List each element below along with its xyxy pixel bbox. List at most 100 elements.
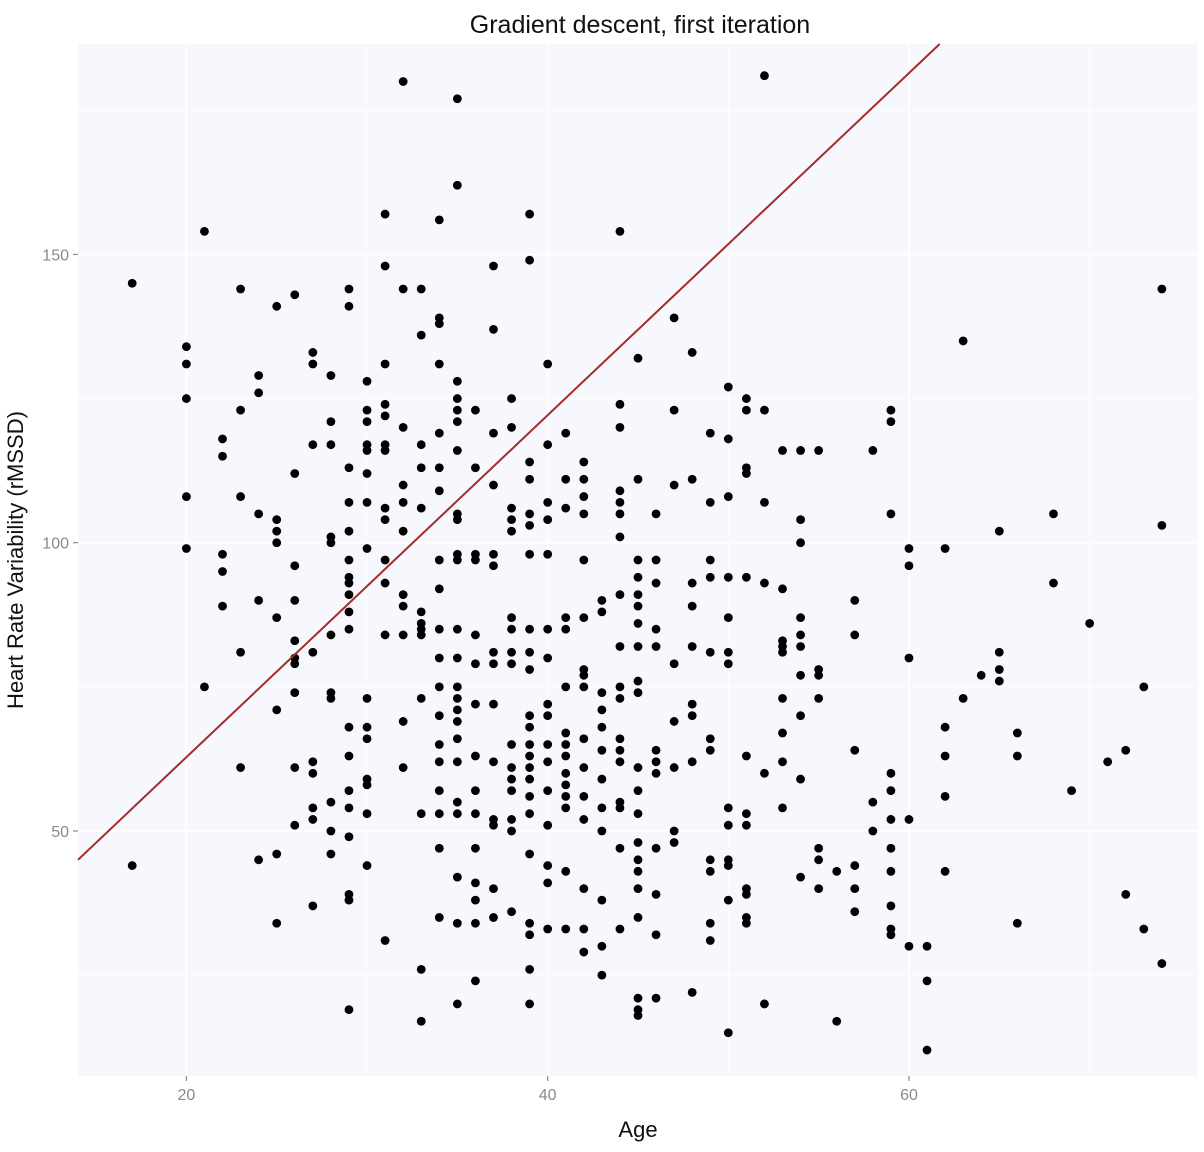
data-point [362,693,372,703]
data-point [380,261,390,271]
data-point [525,255,535,265]
data-point [398,763,408,772]
data-point [416,284,426,294]
data-point [236,492,245,501]
data-point [434,913,444,922]
x-tick-label: 20 [177,1087,195,1104]
data-point [254,371,264,380]
data-point [778,757,787,767]
data-point [362,861,372,870]
data-point [579,884,589,894]
data-point [525,849,535,859]
data-point [525,999,535,1009]
data-point [507,515,516,525]
data-point [633,676,643,686]
data-point [651,757,661,767]
data-point [1139,924,1149,934]
data-point [525,751,535,761]
data-point [723,647,733,657]
data-point [687,757,697,767]
data-point [922,976,932,986]
data-point [579,509,589,519]
data-point [904,815,914,824]
data-point [507,613,516,623]
data-point [344,624,354,634]
data-point [416,630,426,640]
data-point [615,682,625,692]
data-point [615,226,625,236]
data-point [543,699,553,709]
data-point [326,693,336,703]
data-point [615,532,625,542]
data-point [471,555,480,565]
data-point [1085,619,1095,628]
data-point [362,809,372,819]
data-point [886,930,896,940]
data-point [597,607,607,617]
data-point [796,670,805,680]
data-point [452,797,462,807]
data-point [904,544,914,553]
data-point [832,866,842,876]
data-point [272,538,282,548]
data-point [489,659,498,669]
data-point [615,745,625,755]
data-point [471,630,480,640]
data-point [272,918,282,928]
data-point [1121,745,1131,755]
data-point [507,624,516,634]
data-point [633,555,643,565]
data-point [705,428,715,438]
data-point [308,348,318,357]
data-point [471,699,480,709]
data-point [597,688,607,698]
data-point [181,492,191,501]
data-point [236,647,245,657]
data-point [308,647,318,657]
data-point [543,924,553,934]
data-point [489,428,498,438]
data-point [597,595,607,605]
data-point [543,820,553,830]
data-point [127,861,137,870]
data-point [543,624,553,634]
data-point [543,786,553,796]
data-point [651,768,661,778]
data-point [236,284,245,294]
data-point [290,636,300,646]
data-point [615,590,625,599]
data-point [886,786,896,796]
data-point [471,463,480,473]
data-point [814,884,824,894]
data-point [579,924,589,934]
data-point [615,803,625,813]
data-point [127,278,137,288]
data-point [308,901,318,911]
data-point [181,544,191,553]
data-point [543,440,553,450]
data-point [1049,509,1058,519]
data-point [489,549,498,559]
data-point [344,555,354,565]
data-point [452,757,462,767]
data-point [434,711,444,721]
data-point [525,763,535,772]
data-point [1103,757,1113,767]
data-point [940,751,950,761]
data-point [615,924,625,934]
data-point [272,515,282,525]
data-point [452,682,462,692]
data-point [434,653,444,663]
data-point [398,630,408,640]
data-point [380,515,390,525]
data-point [904,941,914,951]
data-point [507,786,516,796]
data-point [760,71,769,81]
data-point [543,740,553,749]
data-point [326,371,336,380]
data-point [290,763,300,772]
data-point [868,446,878,455]
data-point [579,815,589,824]
data-point [1139,682,1149,692]
data-point [597,826,607,836]
